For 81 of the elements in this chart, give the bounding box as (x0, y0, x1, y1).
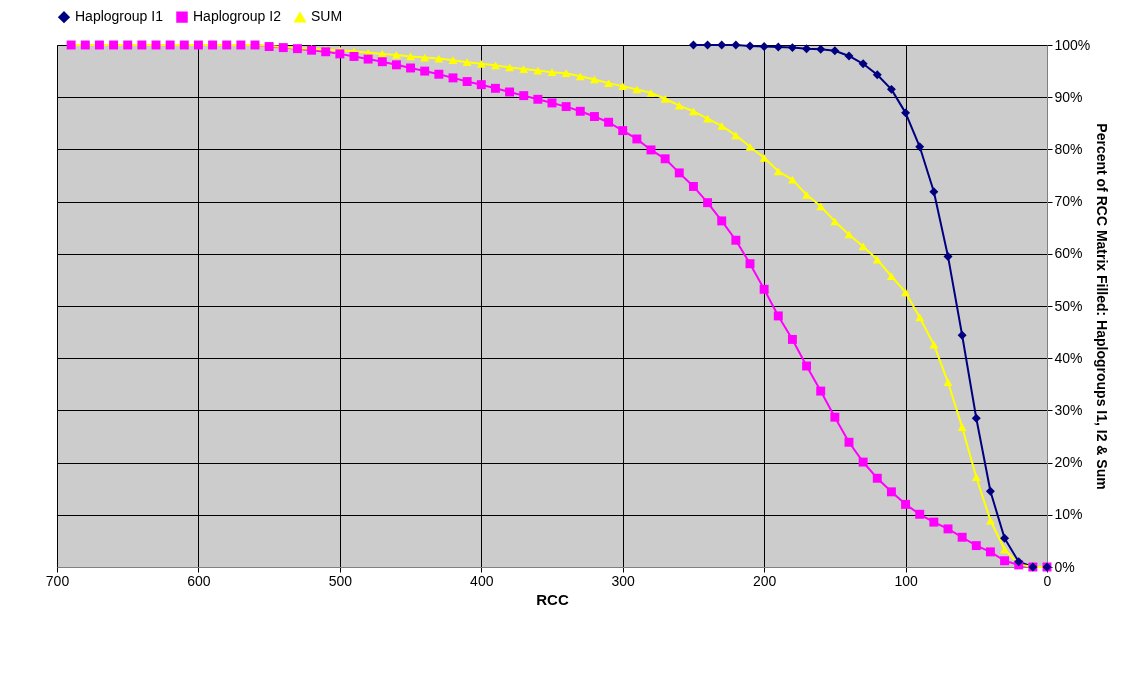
legend-label: Haplogroup I2 (193, 8, 282, 25)
point (561, 69, 571, 78)
x-tick-label: 0 (1043, 572, 1052, 589)
point (929, 187, 939, 197)
point (886, 84, 896, 94)
point (688, 107, 698, 116)
y-tick-label: 50% (1054, 297, 1083, 314)
point (448, 56, 458, 65)
point (957, 423, 967, 431)
x-tick-label: 700 (45, 572, 70, 589)
point (632, 85, 642, 94)
point (858, 242, 868, 251)
point (816, 44, 826, 54)
point (929, 340, 939, 349)
point (759, 42, 769, 52)
point (406, 52, 416, 61)
point (943, 251, 953, 261)
point (915, 142, 925, 152)
point (1000, 545, 1010, 554)
point (731, 131, 741, 140)
point (547, 68, 557, 77)
point (660, 94, 670, 103)
point (971, 413, 981, 423)
point (745, 142, 755, 151)
point (901, 108, 911, 118)
x-tick-label: 500 (328, 572, 353, 589)
point (844, 51, 854, 61)
y-tick-label: 30% (1054, 401, 1083, 418)
x-tick-label: 100 (894, 572, 918, 589)
y-tick-label: 20% (1054, 454, 1083, 471)
point (505, 63, 515, 72)
x-tick-label: 200 (752, 572, 777, 589)
point (731, 40, 741, 50)
point (717, 122, 727, 130)
point (802, 44, 812, 54)
point (943, 378, 953, 387)
legend-label: Haplogroup I1 (75, 8, 164, 25)
point (957, 330, 967, 340)
point (575, 72, 585, 81)
x-tick-label: 600 (187, 572, 211, 589)
y-tick-label: 70% (1054, 193, 1083, 210)
point (745, 41, 755, 51)
point (872, 70, 882, 80)
point (816, 202, 826, 211)
point (858, 59, 868, 69)
point (901, 288, 911, 297)
point (915, 313, 925, 322)
x-axis-title: RCC (536, 590, 569, 608)
y-tick-label: 0% (1054, 558, 1075, 575)
x-tick-label: 300 (611, 572, 636, 589)
point (476, 59, 486, 68)
y-axis-title: Percent of RCC Matrix Filled: Haplogroups I1, I2 & Sum (1094, 123, 1111, 490)
point (490, 61, 500, 70)
point (604, 79, 614, 87)
point (886, 272, 896, 281)
y-tick-label: 80% (1054, 140, 1083, 157)
y-tick-label: 60% (1054, 245, 1083, 262)
point (773, 42, 783, 52)
point (971, 473, 981, 482)
point (589, 75, 599, 84)
point (391, 51, 401, 59)
y-tick-label: 90% (1054, 88, 1083, 105)
point (1000, 533, 1010, 543)
point (985, 486, 995, 496)
point (787, 43, 797, 53)
point (462, 58, 472, 67)
point (646, 89, 656, 97)
point (844, 230, 854, 239)
point (759, 153, 769, 162)
point (830, 217, 840, 226)
point (618, 82, 628, 91)
y-tick-label: 10% (1054, 506, 1083, 523)
y-tick-label: 100% (1054, 36, 1091, 53)
legend-label: SUM (311, 8, 343, 25)
point (787, 175, 797, 184)
x-tick-label: 400 (470, 572, 494, 589)
point (773, 167, 783, 176)
y-tick-label: 40% (1054, 349, 1083, 366)
point (688, 40, 698, 50)
point (519, 65, 529, 73)
point (830, 46, 840, 56)
